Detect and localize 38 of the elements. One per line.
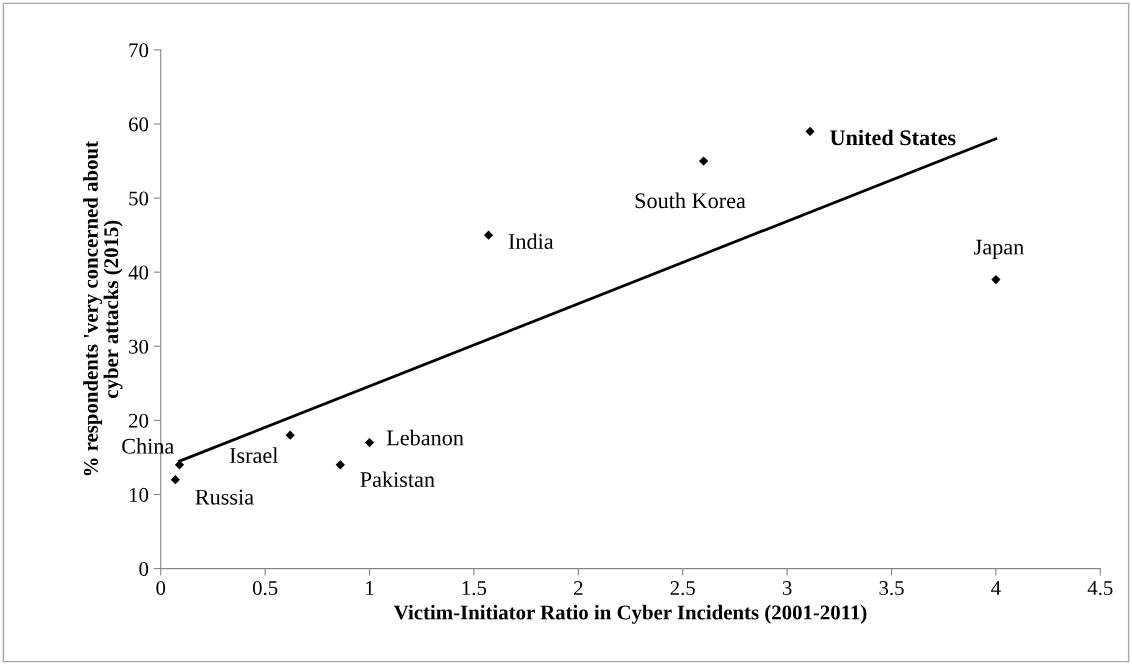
annotation: South Korea — [635, 192, 746, 209]
x-tick-label: 1 — [366, 581, 374, 595]
annotation: China — [122, 438, 174, 454]
x-tick-label: 4 — [991, 581, 1001, 595]
x-tick-label: 0 — [156, 580, 166, 596]
x-tick-label: 2.5 — [670, 581, 695, 596]
point — [170, 475, 180, 485]
x-tick-label: 0.5 — [252, 580, 278, 596]
annotation: India — [508, 233, 554, 250]
x-axis-title: Victim-Initiator Ratio in Cyber Incidents (2001-2011) — [393, 604, 867, 624]
y-tick-label: 70 — [129, 43, 149, 58]
y-tick-label: 60 — [129, 117, 149, 132]
x-tick-label: 2 — [574, 581, 583, 595]
point — [335, 460, 345, 470]
annotation: Russia — [195, 489, 254, 505]
y-tick-label: 20 — [129, 413, 149, 428]
x-tick-label: 3 — [782, 581, 792, 596]
point — [698, 156, 709, 166]
y-tick-label: 50 — [129, 191, 149, 206]
annotation: Lebanon — [386, 429, 464, 446]
y-tick-label: 10 — [129, 487, 149, 502]
x-tick-label: 1.5 — [462, 581, 487, 596]
annotation: Israel — [229, 447, 278, 463]
annotation: Pakistan — [360, 471, 435, 488]
point — [285, 430, 295, 440]
y-tick-label: 40 — [128, 265, 149, 280]
x-tick-label: 4.5 — [1087, 581, 1113, 596]
point — [805, 126, 815, 136]
x-tick-label: 3.5 — [879, 581, 904, 596]
point — [174, 460, 185, 470]
point — [364, 438, 375, 448]
y-axis-title: % respondents 'very concerned about cyber attacks (2015) — [83, 141, 123, 476]
y-tick-label: 30 — [129, 339, 149, 354]
y-tick-label: 0 — [139, 561, 149, 577]
point — [991, 274, 1001, 285]
annotation: Japan — [974, 239, 1024, 260]
annotation: United States — [830, 129, 956, 146]
point — [483, 230, 494, 240]
